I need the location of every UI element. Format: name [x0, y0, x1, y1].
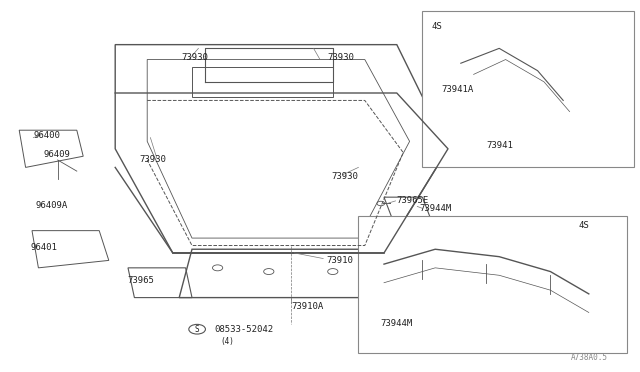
Text: 96409A: 96409A: [35, 201, 67, 210]
Text: 73930: 73930: [331, 172, 358, 181]
Text: 73910: 73910: [326, 256, 353, 265]
Text: 73930: 73930: [139, 155, 166, 164]
Text: 96400: 96400: [33, 131, 60, 140]
Text: 08533-52042: 08533-52042: [214, 325, 273, 334]
Text: A738A0.5: A738A0.5: [571, 353, 608, 362]
Text: 4S: 4S: [432, 22, 443, 31]
Text: S: S: [195, 325, 200, 334]
Text: (4): (4): [221, 337, 235, 346]
Text: 73944M: 73944M: [381, 319, 413, 328]
Text: 73941A: 73941A: [442, 85, 474, 94]
Text: 96401: 96401: [31, 243, 58, 252]
Text: 73965: 73965: [127, 276, 154, 285]
Text: 73910A: 73910A: [291, 302, 323, 311]
Bar: [358, 216, 627, 353]
Text: 73941: 73941: [486, 141, 513, 150]
Bar: [422, 11, 634, 167]
Text: 96409: 96409: [44, 150, 70, 159]
Text: 73930: 73930: [182, 53, 209, 62]
Text: 73930: 73930: [328, 53, 355, 62]
Text: 4S: 4S: [578, 221, 589, 230]
Text: 73944M: 73944M: [419, 204, 451, 213]
Text: 73965E: 73965E: [397, 196, 429, 205]
